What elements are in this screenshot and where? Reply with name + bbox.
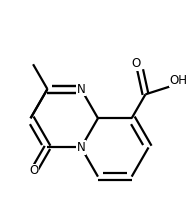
Text: N: N: [77, 141, 86, 154]
Text: N: N: [77, 83, 86, 96]
Text: OH: OH: [169, 74, 187, 87]
Text: O: O: [29, 164, 39, 177]
Text: O: O: [131, 57, 140, 70]
